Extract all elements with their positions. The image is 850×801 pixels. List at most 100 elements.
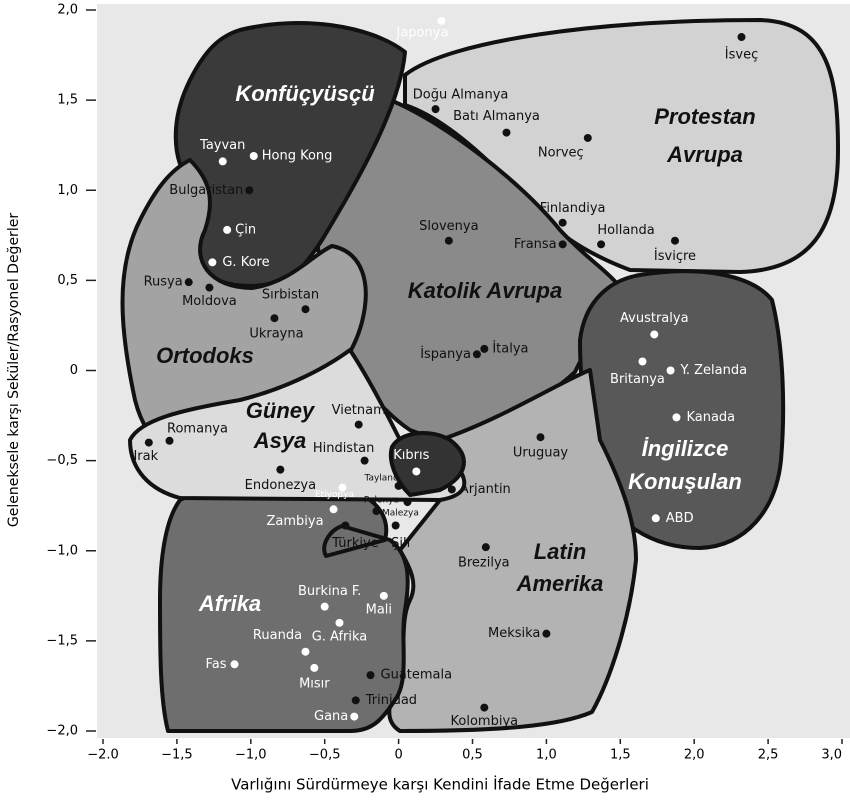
point-label: Türkiye <box>331 536 379 551</box>
region-label: Latin <box>534 539 587 564</box>
point-label: Mali <box>366 602 392 617</box>
point <box>366 671 375 680</box>
point-label: Fransa <box>514 237 557 252</box>
region-label: Amerika <box>516 571 604 596</box>
point-label: Irak <box>133 449 158 464</box>
point <box>360 456 369 465</box>
region-cyprus <box>389 431 466 497</box>
point-label: Trinidad <box>365 693 417 708</box>
x-axis-label: Varlığını Sürdürmeye karşı Kendini İfade… <box>231 775 649 794</box>
point <box>144 438 153 447</box>
x-tick-label: 0 <box>394 748 402 763</box>
point <box>651 514 660 523</box>
point-label: Guatemala <box>381 668 453 683</box>
point <box>666 366 675 375</box>
point <box>223 225 232 234</box>
point-label: İspanya <box>420 346 471 362</box>
point-label: Japonya <box>396 25 449 40</box>
point-label: Burkina F. <box>298 584 362 599</box>
x-tick-label: −2.0 <box>87 748 119 763</box>
point-label: Vietnam <box>332 403 386 418</box>
point-label: Hong Kong <box>262 149 333 164</box>
point <box>472 350 481 359</box>
point <box>218 157 227 166</box>
point <box>276 465 285 474</box>
point-label: Tayvan <box>199 138 245 153</box>
point <box>536 433 545 442</box>
point-label: Rusya <box>144 275 183 290</box>
point <box>558 240 567 249</box>
y-tick-label: −2,0 <box>46 724 78 739</box>
point-label: G. Kore <box>222 255 269 270</box>
region-english <box>578 269 786 550</box>
x-tick-label: −1,0 <box>235 748 267 763</box>
point-label: Avustralya <box>620 311 689 326</box>
region-label: Ortodoks <box>156 343 254 368</box>
point-label: Etiyopya <box>315 490 354 500</box>
point <box>165 436 174 445</box>
point-label: İtalya <box>492 340 528 356</box>
point <box>650 330 659 339</box>
point-label: Kıbrıs <box>393 448 429 463</box>
y-tick-label: −1,5 <box>46 633 78 648</box>
region-label: Güney <box>246 398 316 423</box>
point <box>350 712 359 721</box>
point <box>372 507 381 516</box>
point <box>670 236 679 245</box>
point <box>558 218 567 227</box>
point-label: Zambiya <box>267 514 324 529</box>
point <box>354 420 363 429</box>
point-label: Arjantin <box>460 482 511 497</box>
point <box>208 258 217 267</box>
point <box>329 505 338 514</box>
point <box>447 485 456 494</box>
point <box>249 152 258 161</box>
point <box>230 660 239 669</box>
point-label: Norveç <box>538 145 584 160</box>
point <box>301 647 310 656</box>
point <box>480 703 489 712</box>
region-confucian <box>173 21 407 288</box>
point-label: Hindistan <box>313 441 375 456</box>
region-south-asia <box>128 348 467 502</box>
point <box>502 128 511 137</box>
point <box>638 357 647 366</box>
point-label: Finlandiya <box>540 201 606 216</box>
point-label: Bulgaristan <box>169 183 243 198</box>
point <box>335 618 344 627</box>
y-tick-label: −0,5 <box>46 453 78 468</box>
point-label: Tayland <box>363 473 398 483</box>
point-label: Sırbistan <box>262 288 319 303</box>
point <box>437 16 446 25</box>
point <box>184 278 193 287</box>
point <box>431 105 440 114</box>
y-axis-label: Geleneksele karşı Seküler/Rasyonel Değer… <box>6 213 22 527</box>
x-tick-label: −0,5 <box>309 748 341 763</box>
region-label: Protestan <box>654 104 755 129</box>
x-tick-label: 3,0 <box>821 748 842 763</box>
point-label: ABD <box>666 511 694 526</box>
y-tick-label: 2,0 <box>57 3 78 18</box>
point <box>403 498 412 507</box>
point <box>583 133 592 142</box>
point-label: İsviçre <box>654 248 696 264</box>
point-label: Şili <box>391 536 410 551</box>
region-label: İngilizce <box>642 436 729 461</box>
point <box>301 305 310 314</box>
x-tick-label: 0,5 <box>462 748 483 763</box>
point-label: Malezya <box>382 509 419 519</box>
x-tick-label: −1,5 <box>161 748 193 763</box>
point-label: Meksika <box>488 626 540 641</box>
point-label: Romanya <box>167 421 228 436</box>
point <box>351 696 360 705</box>
point <box>597 240 606 249</box>
point <box>481 543 490 552</box>
point-label: Kanada <box>686 410 735 425</box>
x-tick-label: 2,5 <box>758 748 779 763</box>
point-label: Endonezya <box>245 478 316 493</box>
region-label: Avrupa <box>666 142 743 167</box>
point <box>444 236 453 245</box>
y-tick-label: 0,5 <box>57 273 78 288</box>
point <box>672 413 681 422</box>
point-label: Polonya <box>364 496 399 506</box>
